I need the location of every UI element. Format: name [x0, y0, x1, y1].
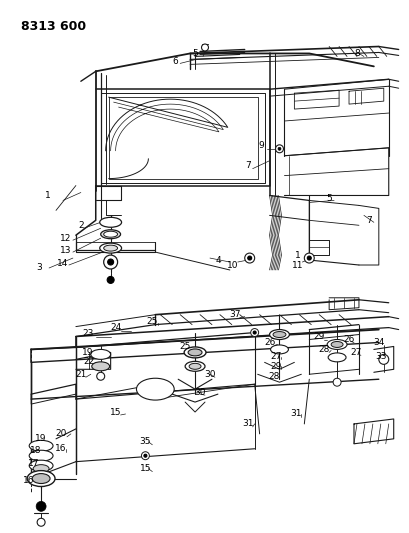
- Ellipse shape: [330, 342, 342, 348]
- Text: 9: 9: [258, 141, 264, 150]
- Ellipse shape: [327, 353, 345, 362]
- Circle shape: [37, 518, 45, 526]
- Circle shape: [201, 44, 208, 51]
- Text: 35: 35: [139, 437, 151, 446]
- Text: 15: 15: [110, 408, 121, 416]
- Text: 1: 1: [294, 251, 299, 260]
- Text: 7: 7: [365, 216, 371, 225]
- Circle shape: [307, 256, 310, 260]
- Text: 28: 28: [268, 372, 279, 381]
- Circle shape: [103, 255, 117, 269]
- Text: 27: 27: [349, 348, 361, 357]
- Ellipse shape: [27, 471, 55, 487]
- Text: 12: 12: [60, 233, 72, 243]
- Ellipse shape: [32, 474, 50, 483]
- Text: 23: 23: [82, 329, 93, 338]
- Ellipse shape: [326, 340, 346, 350]
- Text: 3: 3: [36, 263, 42, 272]
- Ellipse shape: [90, 350, 110, 359]
- Text: 29: 29: [270, 362, 281, 371]
- Text: 18: 18: [30, 446, 42, 455]
- Text: 26: 26: [263, 338, 274, 347]
- Circle shape: [252, 331, 256, 334]
- Circle shape: [333, 378, 340, 386]
- Ellipse shape: [270, 345, 288, 354]
- Text: 7: 7: [244, 161, 250, 170]
- Text: 15: 15: [139, 464, 151, 473]
- Text: 16: 16: [55, 445, 67, 453]
- Text: 8313 600: 8313 600: [21, 20, 86, 33]
- Circle shape: [250, 328, 258, 336]
- Ellipse shape: [184, 347, 205, 358]
- Circle shape: [141, 452, 149, 459]
- Ellipse shape: [188, 349, 202, 356]
- Ellipse shape: [29, 471, 53, 482]
- Ellipse shape: [185, 361, 204, 372]
- Circle shape: [378, 354, 388, 365]
- Text: 10: 10: [227, 261, 238, 270]
- Text: 19: 19: [35, 434, 47, 443]
- Circle shape: [244, 253, 254, 263]
- Text: 27: 27: [270, 352, 281, 361]
- Text: 19: 19: [82, 348, 93, 357]
- Text: 14: 14: [57, 259, 68, 268]
- Text: 8: 8: [353, 49, 359, 58]
- Ellipse shape: [99, 217, 121, 227]
- Ellipse shape: [103, 231, 117, 237]
- Ellipse shape: [269, 329, 289, 340]
- Ellipse shape: [103, 245, 117, 251]
- Text: 25: 25: [146, 317, 157, 326]
- Ellipse shape: [136, 378, 174, 400]
- Ellipse shape: [92, 362, 109, 371]
- Circle shape: [97, 372, 104, 380]
- Circle shape: [275, 145, 283, 153]
- Text: 11: 11: [291, 261, 302, 270]
- Text: 28: 28: [318, 345, 329, 354]
- Ellipse shape: [29, 440, 53, 451]
- Ellipse shape: [99, 243, 121, 253]
- Text: 29: 29: [313, 332, 324, 341]
- Text: 31: 31: [290, 409, 301, 418]
- Circle shape: [303, 253, 313, 263]
- Text: 24: 24: [110, 323, 121, 332]
- Text: 20: 20: [55, 430, 67, 438]
- Text: 16: 16: [23, 476, 35, 485]
- Text: 37: 37: [229, 310, 240, 319]
- Text: 25: 25: [179, 342, 190, 351]
- Text: 13: 13: [60, 246, 72, 255]
- Text: 5: 5: [326, 194, 331, 203]
- Circle shape: [277, 147, 280, 150]
- Text: 30: 30: [204, 370, 215, 379]
- Text: 31: 31: [241, 419, 253, 429]
- Text: 2: 2: [78, 221, 83, 230]
- Ellipse shape: [33, 465, 49, 473]
- Ellipse shape: [29, 460, 53, 471]
- Text: 30: 30: [194, 387, 205, 397]
- Text: 1: 1: [45, 191, 51, 200]
- Text: 17: 17: [28, 459, 40, 468]
- Text: 4: 4: [215, 255, 220, 264]
- Circle shape: [107, 277, 114, 284]
- Text: 34: 34: [372, 338, 384, 347]
- Ellipse shape: [101, 230, 120, 239]
- Ellipse shape: [29, 450, 53, 461]
- Ellipse shape: [272, 332, 285, 337]
- Circle shape: [108, 259, 113, 265]
- Text: 21: 21: [75, 370, 86, 379]
- Circle shape: [36, 502, 46, 511]
- Text: 33: 33: [374, 352, 386, 361]
- Text: 26: 26: [342, 335, 354, 344]
- Ellipse shape: [189, 364, 200, 369]
- Text: 5: 5: [192, 49, 198, 58]
- Text: 6: 6: [172, 57, 178, 66]
- Circle shape: [144, 454, 146, 457]
- Text: 22: 22: [83, 357, 94, 366]
- Circle shape: [247, 256, 251, 260]
